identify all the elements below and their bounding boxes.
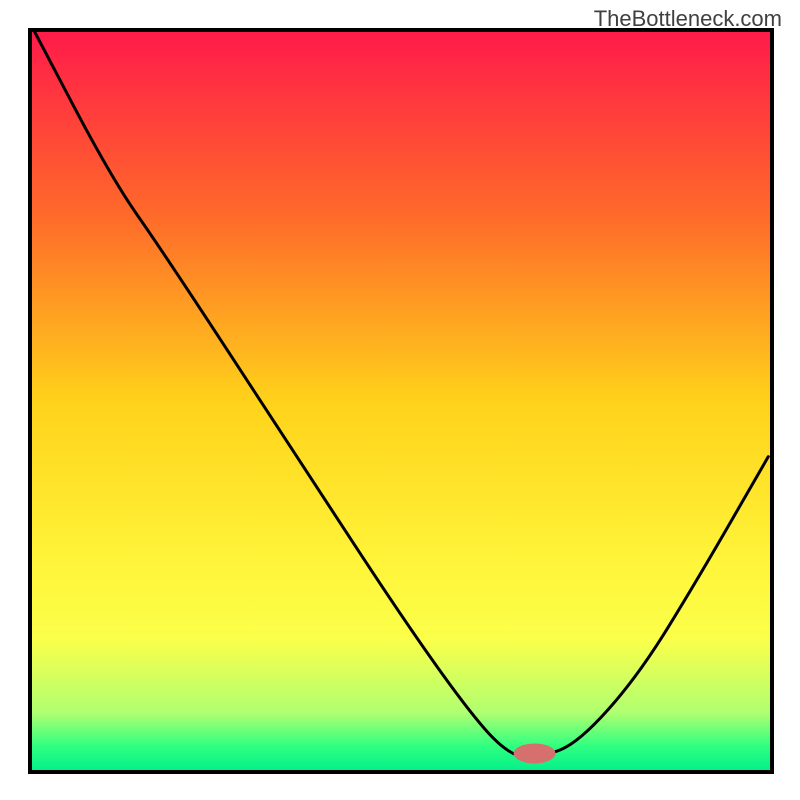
bottleneck-chart <box>0 0 800 800</box>
gradient-background <box>30 30 772 772</box>
watermark-text: TheBottleneck.com <box>594 6 782 32</box>
chart-container: TheBottleneck.com <box>0 0 800 800</box>
optimal-marker <box>514 743 556 763</box>
